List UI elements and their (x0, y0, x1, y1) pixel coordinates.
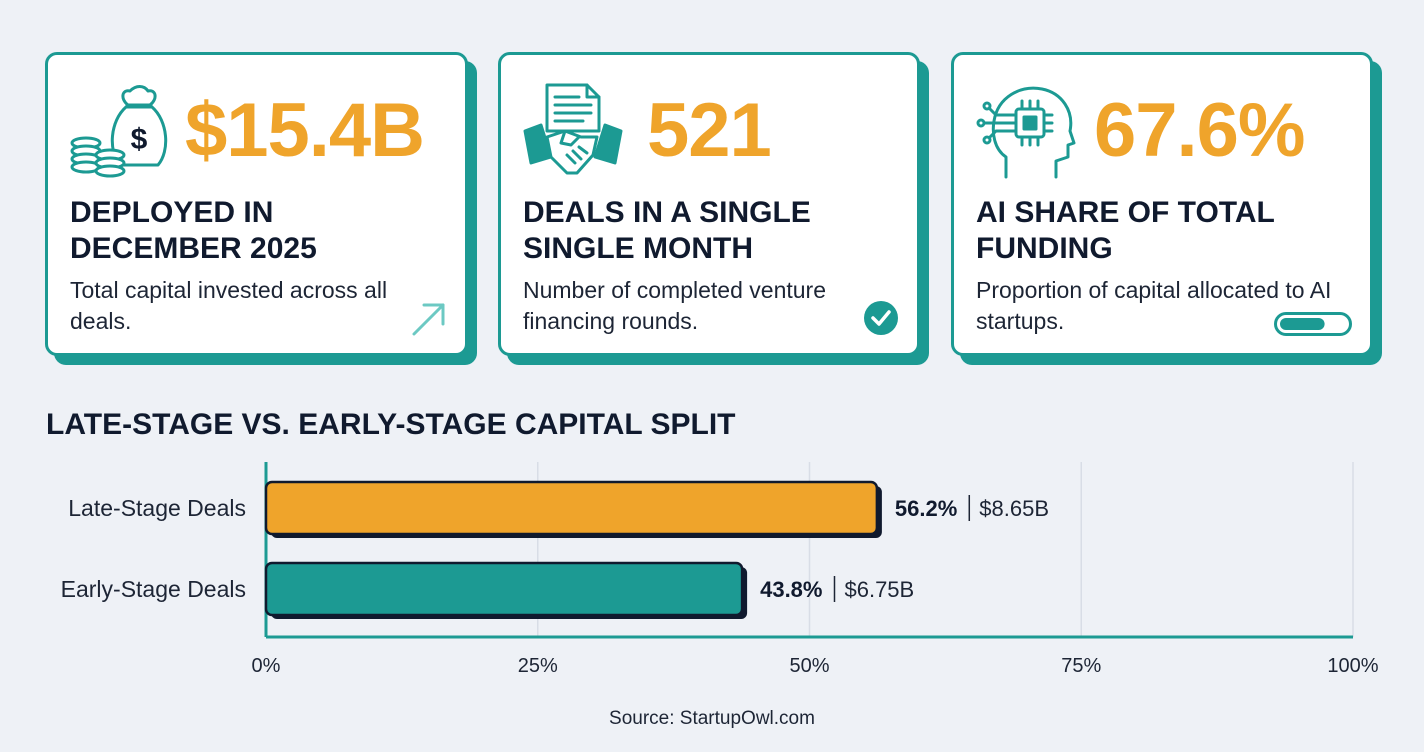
bar-amount-label: $8.65B (979, 496, 1049, 521)
x-tick-label: 0% (252, 655, 281, 677)
bar-amount-label: $6.75B (844, 577, 914, 602)
bar (264, 561, 744, 617)
category-label: Late-Stage Deals (68, 495, 246, 521)
x-tick-label: 75% (1061, 655, 1101, 677)
money-bag-coins-icon: $ (70, 85, 168, 178)
stat-description: Total capital invested across all deals. (70, 277, 388, 334)
category-label: Early-Stage Deals (61, 576, 246, 602)
x-tick-label: 100% (1327, 655, 1378, 677)
stat-description: Proportion of capital allocated to AI st… (976, 277, 1332, 334)
source-note: Source: StartupOwl.com (609, 708, 815, 729)
progress-pill-icon (1274, 312, 1352, 336)
x-tick-label: 25% (518, 655, 558, 677)
x-tick-label: 50% (789, 655, 829, 677)
stat-description: Number of completed venture financing ro… (523, 277, 826, 334)
stat-value: $15.4B (185, 88, 425, 173)
capital-split-bar-chart: 0% 25% 50% 75% 100% Late-Stage Deals 56.2% $8.6… (61, 462, 1379, 677)
stat-title: AI SHARE OF TOTAL FUNDING (976, 196, 1275, 265)
chart-title: LATE-STAGE VS. EARLY-STAGE CAPITAL SPLIT (46, 408, 736, 441)
bar (264, 480, 879, 536)
check-circle-icon (864, 301, 898, 335)
trend-arrow-icon (412, 303, 445, 336)
progress-pill-fill (1280, 318, 1325, 330)
stat-title: DEALS IN A SINGLE SINGLE MONTH (523, 196, 811, 265)
handshake-document-icon (523, 83, 623, 175)
stat-value: 521 (647, 88, 772, 173)
svg-text:$: $ (131, 123, 148, 156)
stat-card-capital: $ $15.4B DEPLOYED IN DECEMBER 2025 Total… (45, 52, 468, 356)
bar-value-label: 43.8% (760, 577, 822, 602)
stat-value: 67.6% (1094, 88, 1305, 173)
stat-card-deals: 521 DEALS IN A SINGLE SINGLE MONTH Numbe… (498, 52, 920, 356)
ai-head-chip-icon (976, 86, 1076, 179)
stat-card-ai-share: 67.6% AI SHARE OF TOTAL FUNDING Proporti… (951, 52, 1373, 356)
bar-value-label: 56.2% (895, 496, 957, 521)
stat-title: DEPLOYED IN DECEMBER 2025 (70, 196, 317, 265)
